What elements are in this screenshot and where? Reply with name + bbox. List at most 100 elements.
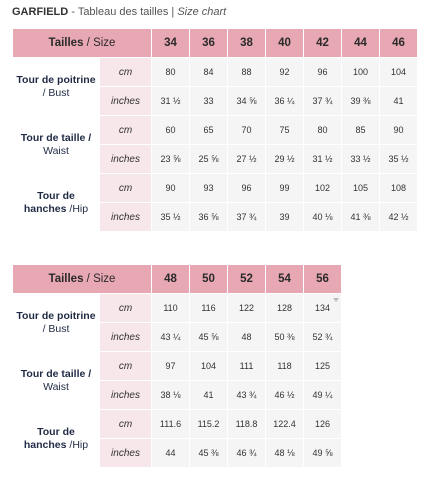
value-cell: 88 — [227, 57, 266, 87]
value-cell: 36 ⅝ — [189, 202, 228, 232]
title-separator: - — [68, 6, 78, 18]
size-header-cell: 42 — [303, 28, 342, 58]
value-cell: 35 ½ — [151, 202, 190, 232]
unit-cm: cm — [99, 351, 152, 381]
value-cell: 49 ¼ — [303, 380, 342, 410]
size-table-1: Tailles / Size 34 36 38 40 42 44 46 Tour… — [12, 28, 418, 232]
page-title: GARFIELD - Tableau des tailles | Size ch… — [12, 6, 226, 18]
value-cell: 110 — [151, 293, 190, 323]
size-header-cell: 54 — [265, 264, 304, 294]
title-pipe: | — [168, 6, 178, 18]
unit-inches: inches — [99, 86, 152, 116]
value-cell: 90 — [379, 115, 418, 145]
value-cell: 40 ⅛ — [303, 202, 342, 232]
table-row: inches 38 ⅛ 41 43 ¾ 46 ½ 49 ¼ — [13, 380, 342, 410]
value-cell: 23 ⅝ — [151, 144, 190, 174]
value-cell: 31 ½ — [303, 144, 342, 174]
measure-label-bust: Tour de poitrine / Bust — [12, 57, 100, 116]
value-cell: 50 ⅜ — [265, 322, 304, 352]
value-cell: 38 ⅛ — [151, 380, 190, 410]
value-cell: 100 — [341, 57, 380, 87]
value-cell: 108 — [379, 173, 418, 203]
value-cell: 125 — [303, 351, 342, 381]
value-cell: 41 — [189, 380, 228, 410]
value-cell: 42 ½ — [379, 202, 418, 232]
size-header-cell: 48 — [151, 264, 190, 294]
unit-inches: inches — [99, 322, 152, 352]
measure-label-hip: Tour de hanches /Hip — [12, 409, 100, 468]
unit-cm: cm — [99, 57, 152, 87]
value-cell: 97 — [151, 351, 190, 381]
value-cell: 33 ½ — [341, 144, 380, 174]
value-cell: 122.4 — [265, 409, 304, 439]
value-cell: 116 — [189, 293, 228, 323]
table-row: Tour de taille / Waist cm 97 104 111 118 … — [12, 351, 342, 410]
value-cell: 45 ⅜ — [189, 438, 228, 468]
measure-label-hip: Tour de hanches /Hip — [12, 173, 100, 232]
unit-cm: cm — [99, 409, 152, 439]
value-cell: 27 ½ — [227, 144, 266, 174]
value-cell: 31 ½ — [151, 86, 190, 116]
size-header-cell: 50 — [189, 264, 228, 294]
unit-cm: cm — [99, 293, 152, 323]
measure-label-waist: Tour de taille / Waist — [12, 115, 100, 174]
value-cell: 75 — [265, 115, 304, 145]
value-cell: 25 ⅝ — [189, 144, 228, 174]
size-header-cell: 34 — [151, 28, 190, 58]
table-row: inches 35 ½ 36 ⅝ 37 ¾ 39 40 ⅛ 41 ⅜ 42 ½ — [13, 202, 418, 232]
measure-label-bust: Tour de poitrine / Bust — [12, 293, 100, 352]
table-row: Tour de hanches /Hip cm 111.6 115.2 118.8… — [12, 409, 342, 468]
value-cell: 84 — [189, 57, 228, 87]
value-cell: 36 ¼ — [265, 86, 304, 116]
value-cell: 104 — [379, 57, 418, 87]
size-header-row: Tailles / Size 48 50 52 54 56 — [12, 264, 342, 294]
value-cell: 52 ¾ — [303, 322, 342, 352]
value-cell: 41 — [379, 86, 418, 116]
unit-inches: inches — [99, 202, 152, 232]
value-cell: 85 — [341, 115, 380, 145]
size-header-label: Tailles / Size — [12, 264, 152, 294]
table-row: Tour de taille / Waist cm 60 65 70 75 80 … — [12, 115, 418, 174]
value-cell: 118 — [265, 351, 304, 381]
size-header-cell: 52 — [227, 264, 266, 294]
value-cell: 60 — [151, 115, 190, 145]
unit-inches: inches — [99, 438, 152, 468]
value-cell: 105 — [341, 173, 380, 203]
value-cell: 93 — [189, 173, 228, 203]
value-cell: 115.2 — [189, 409, 228, 439]
value-cell: 29 ½ — [265, 144, 304, 174]
brand-name: GARFIELD — [12, 6, 69, 18]
value-cell: 39 ⅜ — [341, 86, 380, 116]
size-header-cell: 56 — [303, 264, 342, 294]
size-header-label: Tailles / Size — [12, 28, 152, 58]
value-cell: 111 — [227, 351, 266, 381]
size-header-cell: 38 — [227, 28, 266, 58]
title-en: Size chart — [177, 6, 227, 18]
unit-cm: cm — [99, 173, 152, 203]
value-cell: 128 — [265, 293, 304, 323]
size-header-row: Tailles / Size 34 36 38 40 42 44 46 — [12, 28, 418, 58]
value-cell: 70 — [227, 115, 266, 145]
table-row: inches 31 ½ 33 34 ⅝ 36 ¼ 37 ¾ 39 ⅜ 41 — [13, 86, 418, 116]
value-cell: 43 ¼ — [151, 322, 190, 352]
size-header-cell: 40 — [265, 28, 304, 58]
value-cell: 46 ¾ — [227, 438, 266, 468]
table-row: inches 44 45 ⅜ 46 ¾ 48 ⅛ 49 ⅝ — [13, 438, 342, 468]
size-header-cell: 46 — [379, 28, 418, 58]
value-cell: 134 — [303, 293, 342, 323]
value-cell: 33 — [189, 86, 228, 116]
value-cell: 118.8 — [227, 409, 266, 439]
value-cell: 39 — [265, 202, 304, 232]
unit-inches: inches — [99, 144, 152, 174]
value-cell: 44 — [151, 438, 190, 468]
value-cell: 104 — [189, 351, 228, 381]
unit-inches: inches — [99, 380, 152, 410]
table-row: Tour de poitrine / Bust cm 80 84 88 92 96… — [12, 57, 418, 116]
value-cell: 49 ⅝ — [303, 438, 342, 468]
value-cell: 45 ⅝ — [189, 322, 228, 352]
value-cell: 96 — [227, 173, 266, 203]
measure-label-waist: Tour de taille / Waist — [12, 351, 100, 410]
value-cell: 96 — [303, 57, 342, 87]
value-cell: 92 — [265, 57, 304, 87]
value-cell: 43 ¾ — [227, 380, 266, 410]
